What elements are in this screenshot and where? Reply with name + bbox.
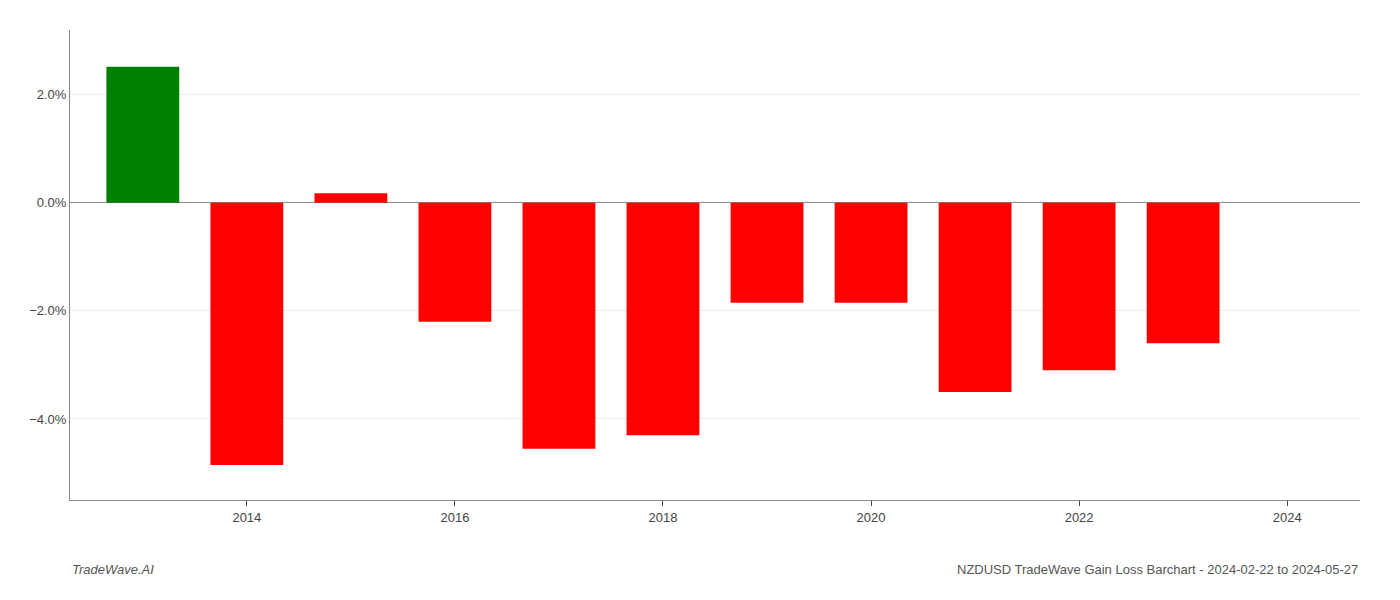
svg-text:2016: 2016 <box>440 510 469 525</box>
svg-text:NZDUSD TradeWave Gain Loss Bar: NZDUSD TradeWave Gain Loss Barchart - 20… <box>957 562 1358 577</box>
svg-text:TradeWave.AI: TradeWave.AI <box>72 562 154 577</box>
svg-text:2020: 2020 <box>857 510 886 525</box>
svg-text:−4.0%: −4.0% <box>29 412 67 427</box>
svg-text:−2.0%: −2.0% <box>29 303 67 318</box>
svg-text:2024: 2024 <box>1273 510 1302 525</box>
svg-text:2018: 2018 <box>649 510 678 525</box>
svg-text:2014: 2014 <box>232 510 261 525</box>
svg-text:0.0%: 0.0% <box>37 195 67 210</box>
svg-text:2022: 2022 <box>1065 510 1094 525</box>
svg-text:2.0%: 2.0% <box>37 87 67 102</box>
